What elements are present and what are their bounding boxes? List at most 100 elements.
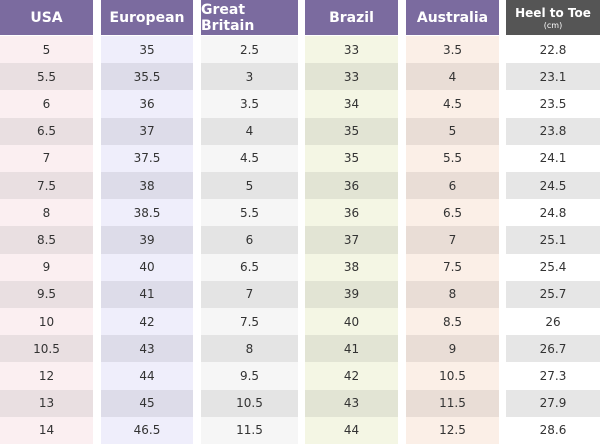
table-cell: 9 (0, 253, 93, 281)
table-cell: 22.8 (506, 36, 600, 64)
table-cell: 6.5 (0, 117, 93, 145)
table-cell: 8.5 (406, 308, 499, 336)
table-cell: 38.5 (101, 199, 193, 227)
header-text: European (109, 9, 185, 26)
table-cell: 40 (305, 308, 398, 336)
table-cell: 40 (101, 253, 193, 281)
table-cell: 43 (305, 389, 398, 417)
table-cell: 5.5 (201, 199, 298, 227)
table-cell: 37.5 (101, 144, 193, 172)
column-header: Great Britain (201, 0, 298, 35)
table-cell: 12 (0, 362, 93, 390)
table-cell: 43 (101, 335, 193, 363)
table-cell: 10 (0, 308, 93, 336)
table-cell: 27.3 (506, 362, 600, 390)
table-cell: 23.8 (506, 117, 600, 145)
table-cell: 5 (201, 172, 298, 200)
table-cell: 8.5 (0, 226, 93, 254)
table-cell: 25.4 (506, 253, 600, 281)
table-cell: 34 (305, 90, 398, 118)
table-cell: 39 (101, 226, 193, 254)
table-cell: 28.6 (506, 416, 600, 444)
header-text: Brazil (329, 9, 374, 26)
table-cell: 7 (201, 280, 298, 308)
table-cell: 10.5 (201, 389, 298, 417)
table-cell: 7.5 (0, 172, 93, 200)
table-cell: 5.5 (0, 63, 93, 91)
table-cell: 6.5 (201, 253, 298, 281)
table-cell: 35 (305, 144, 398, 172)
column-header: Brazil (305, 0, 398, 35)
table-cell: 44 (305, 416, 398, 444)
table-cell: 6 (406, 172, 499, 200)
column-header: Heel to Toe (cm) (506, 0, 600, 35)
table-cell: 25.1 (506, 226, 600, 254)
table-cell: 5 (406, 117, 499, 145)
column-header: Australia (406, 0, 499, 35)
table-cell: 24.8 (506, 199, 600, 227)
table-cell: 24.1 (506, 144, 600, 172)
table-cell: 10.5 (0, 335, 93, 363)
table-cell: 23.1 (506, 63, 600, 91)
table-cell: 6.5 (406, 199, 499, 227)
table-cell: 4.5 (201, 144, 298, 172)
table-cell: 7.5 (406, 253, 499, 281)
table-cell: 7 (0, 144, 93, 172)
table-cell: 41 (101, 280, 193, 308)
header-text: Australia (416, 9, 489, 26)
table-cell: 11.5 (201, 416, 298, 444)
table-cell: 33 (305, 36, 398, 64)
table-cell: 35 (101, 36, 193, 64)
table-cell: 45 (101, 389, 193, 417)
table-cell: 8 (201, 335, 298, 363)
table-cell: 37 (101, 117, 193, 145)
column-header: USA (0, 0, 93, 35)
table-cell: 36 (305, 172, 398, 200)
table-cell: 4 (406, 63, 499, 91)
table-cell: 27.9 (506, 389, 600, 417)
table-cell: 3.5 (201, 90, 298, 118)
table-cell: 3 (201, 63, 298, 91)
table-cell: 25.7 (506, 280, 600, 308)
table-cell: 2.5 (201, 36, 298, 64)
table-cell: 44 (101, 362, 193, 390)
table-cell: 5.5 (406, 144, 499, 172)
table-cell: 10.5 (406, 362, 499, 390)
table-cell: 35 (305, 117, 398, 145)
table-cell: 26 (506, 308, 600, 336)
table-cell: 36 (305, 199, 398, 227)
table-cell: 36 (101, 90, 193, 118)
header-text: USA (30, 9, 63, 26)
table-cell: 7 (406, 226, 499, 254)
table-cell: 3.5 (406, 36, 499, 64)
table-cell: 6 (201, 226, 298, 254)
table-cell: 39 (305, 280, 398, 308)
table-cell: 38 (305, 253, 398, 281)
header-text: Heel to Toe (515, 5, 591, 20)
table-cell: 5 (0, 36, 93, 64)
table-cell: 4.5 (406, 90, 499, 118)
table-cell: 6 (0, 90, 93, 118)
table-cell: 8 (0, 199, 93, 227)
table-cell: 12.5 (406, 416, 499, 444)
table-cell: 13 (0, 389, 93, 417)
table-cell: 4 (201, 117, 298, 145)
table-cell: 35.5 (101, 63, 193, 91)
header-note: (cm) (543, 20, 563, 30)
table-cell: 11.5 (406, 389, 499, 417)
table-cell: 8 (406, 280, 499, 308)
table-cell: 26.7 (506, 335, 600, 363)
table-cell: 14 (0, 416, 93, 444)
table-cell: 24.5 (506, 172, 600, 200)
column-header: European (101, 0, 193, 35)
table-cell: 23.5 (506, 90, 600, 118)
table-cell: 9 (406, 335, 499, 363)
table-cell: 37 (305, 226, 398, 254)
table-cell: 42 (101, 308, 193, 336)
table-cell: 46.5 (101, 416, 193, 444)
table-cell: 42 (305, 362, 398, 390)
table-cell: 41 (305, 335, 398, 363)
table-cell: 9.5 (0, 280, 93, 308)
table-cell: 7.5 (201, 308, 298, 336)
